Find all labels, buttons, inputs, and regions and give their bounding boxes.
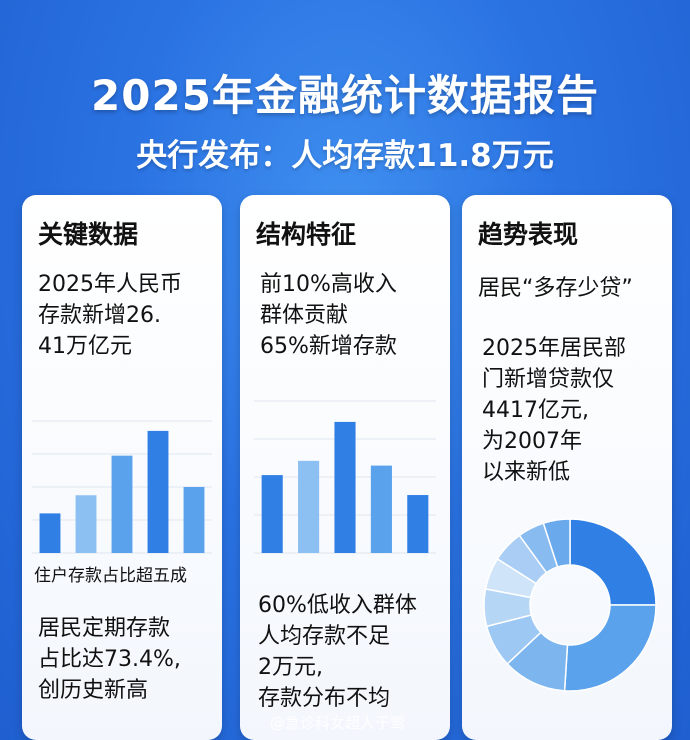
bar [298,460,320,553]
bar [183,487,205,553]
key-data-text: 2025年人民币 存款新增26. 41万亿元 [38,272,182,359]
donut-slice [542,518,571,568]
key-data-bottom-text: 居民定期存款 占比达73.4%, 创历史新高 [38,616,181,703]
card-key-data: 关键数据 2025年人民币 存款新增26. 41万亿元 住户存款占比超五成 居民… [22,195,222,740]
card-heading-text: 关键数据 [38,220,139,249]
bar [261,475,283,553]
bar [370,465,392,553]
card-heading: 结构特征 [256,215,359,251]
card-trend: 趋势表现 居民“多存少贷” 2025年居民部 门新增贷款仅 4417亿元, 为2… [462,195,672,740]
trend-text: 居民“多存少贷” [478,276,633,301]
card-heading-text: 趋势表现 [478,220,579,249]
donut-slice [569,518,657,606]
bar [147,430,169,553]
structure-text: 前10%高收入 群体贡献 65%新增存款 [260,272,397,359]
bar-chart-structure [254,400,436,554]
chart-caption: 住户存款占比超五成 [34,566,187,586]
bar [407,495,429,553]
bar [75,495,97,553]
report-title: 2025年金融统计数据报告 [91,71,599,120]
donut-slice [563,604,657,692]
card-structure: 结构特征 前10%高收入 群体贡献 65%新增存款 60%低收入群体 人均存款不… [240,195,450,740]
card-heading: 趋势表现 [478,215,581,251]
report-subtitle: 央行发布：人均存款11.8万元 [136,138,554,174]
donut-chart-trend [483,518,657,692]
bar [334,421,356,553]
structure-bottom-text: 60%低收入群体 人均存款不足 2万元, 存款分布不均 [258,593,417,711]
card-heading-text: 结构特征 [256,220,357,249]
trend-text-detail: 2025年居民部 门新增贷款仅 4417亿元, 为2007年 以来新低 [482,336,626,485]
watermark: @急诊科女超人于莺 [270,714,406,732]
card-heading: 关键数据 [38,215,141,251]
bar [111,455,133,553]
bar [39,513,61,553]
bar-chart-key-data [32,420,212,554]
